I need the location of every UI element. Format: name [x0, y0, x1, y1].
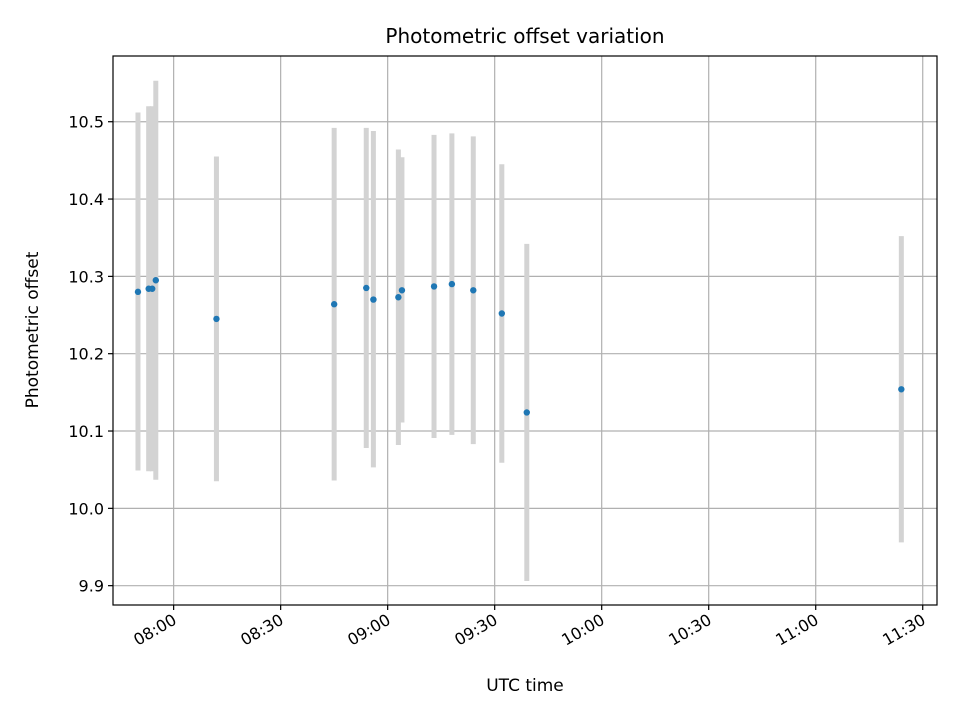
data-point [149, 285, 156, 292]
y-tick-label: 10.3 [68, 267, 104, 286]
y-tick-label: 10.4 [68, 190, 104, 209]
data-point [448, 280, 456, 288]
data-point [398, 287, 406, 294]
x-axis-label: UTC time [486, 676, 564, 696]
plot-frame [112, 55, 938, 606]
data-point [430, 283, 438, 290]
data-point [523, 409, 530, 416]
data-point [213, 315, 220, 323]
data-point [134, 288, 142, 296]
y-axis: 9.9 10.0 10.1 10.2 10.3 10.4 10.5 [68, 113, 113, 596]
data-point [330, 301, 338, 308]
chart-title: Photometric offset variation [385, 24, 664, 48]
data-point [395, 294, 402, 301]
data-point [470, 287, 477, 294]
data-point [152, 277, 160, 284]
data-point [898, 386, 905, 393]
y-tick-label: 10.1 [68, 422, 104, 441]
y-tick-label: 10.2 [68, 345, 104, 364]
data-points [134, 277, 905, 416]
y-tick-label: 10.0 [68, 499, 104, 518]
data-point [498, 310, 506, 317]
y-tick-label: 10.5 [68, 113, 104, 132]
data-point [370, 296, 377, 303]
y-tick-label: 9.9 [79, 577, 104, 596]
data-point [363, 284, 370, 292]
y-axis-label: Photometric offset [23, 251, 43, 408]
